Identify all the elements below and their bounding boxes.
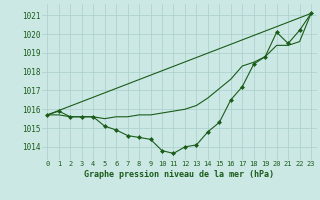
X-axis label: Graphe pression niveau de la mer (hPa): Graphe pression niveau de la mer (hPa) xyxy=(84,170,274,179)
